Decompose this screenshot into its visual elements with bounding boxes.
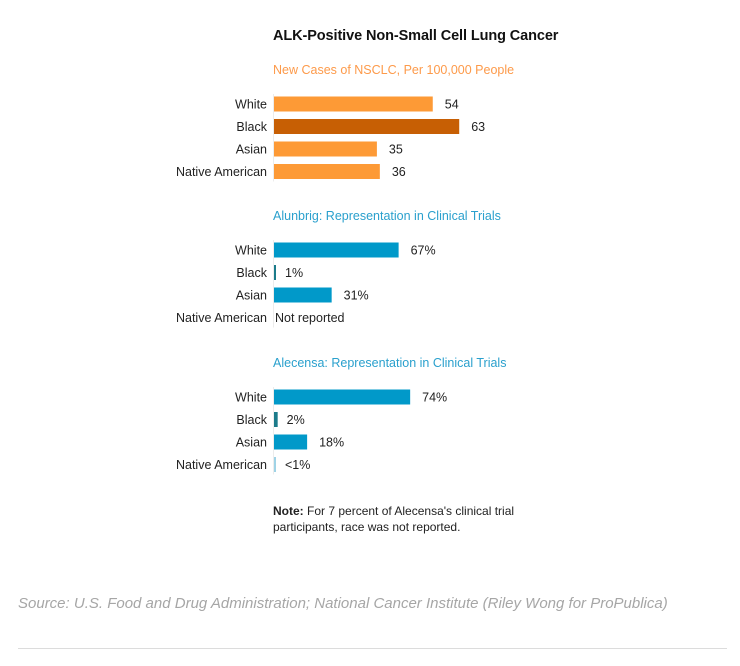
- bar-alunbrig-white: [274, 242, 399, 258]
- value-label-alunbrig-black: 1%: [285, 266, 303, 280]
- category-label-white: White: [235, 391, 267, 405]
- value-label-new-cases-black: 63: [471, 120, 485, 134]
- category-label-asian: Asian: [236, 289, 267, 303]
- bar-new-cases-asian: [274, 141, 377, 157]
- category-label-black: Black: [236, 120, 267, 134]
- bar-new-cases-black: [274, 119, 460, 134]
- value-label-new-cases-asian: 35: [389, 143, 403, 157]
- value-label-alecensa-black: 2%: [287, 413, 305, 427]
- section-title-alecensa: Alecensa: Representation in Clinical Tri…: [273, 356, 507, 370]
- category-label-black: Black: [236, 413, 267, 427]
- bar-new-cases-white: [274, 96, 433, 112]
- note-label: Note:: [273, 504, 304, 518]
- value-label-alecensa-white: 74%: [422, 391, 447, 405]
- value-label-alunbrig-white: 67%: [411, 244, 436, 258]
- section-title-new-cases: New Cases of NSCLC, Per 100,000 People: [273, 63, 515, 77]
- category-label-asian: Asian: [236, 143, 267, 157]
- bar-alecensa-asian: [274, 434, 308, 450]
- value-label-alecensa-native-american: <1%: [285, 458, 310, 472]
- value-label-new-cases-white: 54: [445, 98, 459, 112]
- note-text: For 7 percent of Alecensa's clinical tri…: [273, 504, 515, 534]
- category-label-white: White: [235, 98, 267, 112]
- bar-alunbrig-asian: [274, 287, 332, 303]
- value-label-new-cases-native-american: 36: [392, 165, 406, 179]
- category-label-native-american: Native American: [176, 311, 267, 325]
- divider: [18, 648, 727, 649]
- chart-title: ALK-Positive Non-Small Cell Lung Cancer: [273, 28, 559, 44]
- section-title-alunbrig: Alunbrig: Representation in Clinical Tri…: [273, 209, 501, 223]
- value-label-alecensa-asian: 18%: [319, 436, 344, 450]
- category-label-native-american: Native American: [176, 458, 267, 472]
- category-label-black: Black: [236, 266, 267, 280]
- bar-alecensa-white: [274, 389, 411, 405]
- bar-charts: White 54 Black 63 Asian 35 Native American 36 Wh…: [176, 94, 485, 475]
- source-credit: Source: U.S. Food and Drug Administratio…: [18, 595, 668, 612]
- bar-alecensa-native-american: [274, 457, 276, 472]
- footnote: Note: For 7 percent of Alecensa's clinic…: [273, 503, 573, 535]
- bar-alunbrig-black: [274, 265, 276, 280]
- value-label-alunbrig-native-american: Not reported: [275, 311, 345, 325]
- bar-new-cases-native-american: [274, 164, 380, 179]
- value-label-alunbrig-asian: 31%: [344, 289, 369, 303]
- category-label-asian: Asian: [236, 436, 267, 450]
- category-label-native-american: Native American: [176, 165, 267, 179]
- category-label-white: White: [235, 244, 267, 258]
- bar-alecensa-black: [274, 412, 278, 427]
